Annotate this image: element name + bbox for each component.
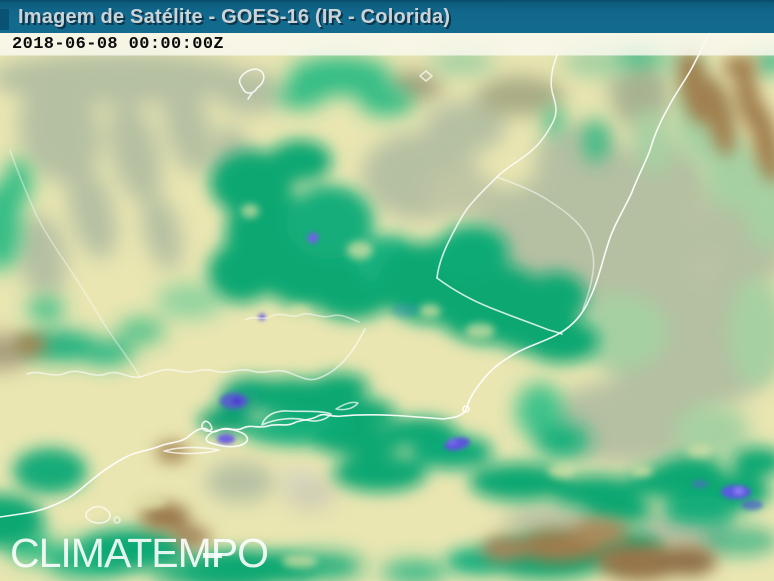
timestamp-label: 2018-06-08 00:00:00Z xyxy=(12,34,225,54)
island-outline xyxy=(113,516,121,524)
state-border xyxy=(496,176,595,310)
state-border xyxy=(26,328,366,381)
cold-cloud-top-spot xyxy=(391,303,419,317)
cold-cloud-top-spot xyxy=(258,313,266,321)
island-outline xyxy=(85,505,111,524)
cold-cloud-top-spot xyxy=(692,480,708,488)
lake-outline xyxy=(238,68,265,100)
island-outline xyxy=(205,428,249,448)
lake-outline xyxy=(419,70,433,82)
bay-outline xyxy=(201,420,213,432)
cold-cloud-top-spot xyxy=(447,438,457,446)
geographic-outlines xyxy=(0,29,711,524)
state-border xyxy=(436,277,563,335)
cold-cloud-top-spot xyxy=(734,487,744,495)
lagoon-outline xyxy=(335,401,359,411)
state-border xyxy=(436,54,558,279)
cold-cloud-top-spots xyxy=(217,232,763,510)
watermark: CLIMATEMPO xyxy=(10,530,269,579)
cold-cloud-top-spot xyxy=(741,500,763,510)
watermark-dash xyxy=(203,553,222,558)
cold-cloud-top-spot xyxy=(232,397,242,405)
cape-islet-outline xyxy=(462,405,470,413)
state-border xyxy=(9,149,141,378)
timestamp-band: 2018-06-08 00:00:00Z xyxy=(0,33,774,55)
cold-cloud-top-spot xyxy=(217,434,235,444)
cold-cloud-top-spot xyxy=(307,232,319,244)
coastline xyxy=(0,29,711,518)
title-bar: Imagem de Satélite - GOES-16 (IR - Color… xyxy=(0,0,774,33)
lagoon-outline xyxy=(261,410,332,426)
state-border xyxy=(244,313,360,323)
sandbar-outline xyxy=(163,446,220,455)
watermark-text: CLIMATEMPO xyxy=(10,530,269,576)
page-title: Imagem de Satélite - GOES-16 (IR - Color… xyxy=(18,6,451,28)
title-bar-edge-nub xyxy=(0,9,9,30)
